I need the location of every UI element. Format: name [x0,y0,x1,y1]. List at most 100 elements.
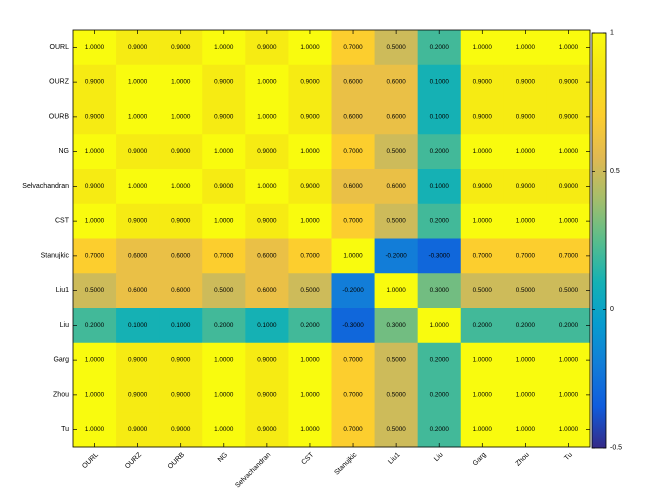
heatmap-cell [288,412,332,448]
heatmap-cell [288,342,332,378]
colorbar-gradient [591,32,607,449]
heatmap-cell [202,412,246,448]
cell-value-label: 0.5000 [386,357,406,364]
cell-value-label: 0.7000 [343,148,363,155]
cell-value-label: 0.9000 [85,113,105,120]
cell-value-label: 1.0000 [343,252,363,259]
heatmap-cell [202,377,246,413]
cell-value-label: 0.5000 [386,426,406,433]
x-tick-label: OURZ [124,451,143,470]
cell-value-label: 0.6000 [171,252,191,259]
cell-value-label: 0.2000 [473,322,493,329]
heatmap-cell [331,99,375,135]
heatmap-cell [245,169,289,205]
heatmap-cell [116,169,160,205]
heatmap-cell [460,203,505,239]
cell-value-label: 1.0000 [171,79,191,86]
heatmap-cell [116,203,160,239]
heatmap-cell [116,99,160,135]
cell-value-label: 1.0000 [171,113,191,120]
cell-value-label: 1.0000 [516,391,536,398]
x-tick-label: OURL [81,451,100,470]
plot-frame [72,29,591,448]
heatmap-cell [331,30,375,66]
cell-value-label: 0.1000 [430,113,450,120]
cell-value-label: 1.0000 [300,426,320,433]
heatmap-cell [331,308,375,344]
heatmap-cell [417,308,462,344]
cell-value-label: 0.6000 [386,183,406,190]
cell-value-label: 1.0000 [300,391,320,398]
cell-value-label: 1.0000 [85,391,105,398]
heatmap-cell [374,412,419,448]
cell-value-label: -0.2000 [385,252,407,259]
cell-value-label: 0.9000 [257,391,277,398]
y-axis-ticks: OURL OURZ OURB NG Selvachandran CST Stanujkic L… [22,44,590,433]
x-tick-label: Liu1 [387,451,401,465]
cell-value-label: 0.7000 [343,357,363,364]
cell-value-label: 1.0000 [300,218,320,225]
heatmap-cell [546,99,591,135]
cell-value-label: 0.6000 [171,287,191,294]
heatmap-cell [374,30,419,66]
x-tick-label: NG [217,451,229,463]
cell-value-label: 1.0000 [516,44,536,51]
heatmap-cell [202,273,246,309]
cell-value-label: 1.0000 [128,79,148,86]
heatmap-cell [460,238,505,274]
cell-value-label: 0.9000 [257,148,277,155]
heatmap-cell [460,30,505,66]
heatmap-cell [159,30,203,66]
heatmap-cell [245,342,289,378]
heatmap-cell [460,99,505,135]
heatmap-cell [374,238,419,274]
heatmap-cell [331,238,375,274]
heatmap-cell [503,377,548,413]
cell-value-label: 0.6000 [128,252,148,259]
cell-value-label: 0.9000 [128,426,148,433]
cell-value-label: 1.0000 [214,218,234,225]
cell-value-label: 0.9000 [171,391,191,398]
x-tick-label: Liu [433,451,445,463]
x-tick-label: CST [301,451,316,466]
cell-value-label: 0.9000 [128,44,148,51]
heatmap-cell [374,64,419,100]
heatmap-cell [417,30,462,66]
heatmap-cell [245,412,289,448]
cell-value-label: 1.0000 [559,357,579,364]
y-tick-label: OURL [50,44,70,51]
heatmap-cell [116,308,160,344]
y-tick-label: Selvachandran [22,183,69,190]
heatmap-cell [417,64,462,100]
cell-value-label: 0.7000 [473,252,493,259]
heatmap-cell [503,238,548,274]
heatmap-cell [116,134,160,170]
cell-value-label: 0.7000 [214,252,234,259]
heatmap-cell [503,134,548,170]
cell-value-label: 0.7000 [85,252,105,259]
cell-value-label: 0.9000 [257,44,277,51]
cell-value-label: 0.7000 [559,252,579,259]
heatmap-cell [245,377,289,413]
heatmap-cell [546,412,591,448]
heatmap-cell [546,134,591,170]
heatmap-cell [202,64,246,100]
cell-value-label: 1.0000 [473,391,493,398]
heatmap-cell [202,238,246,274]
y-tick-label: Zhou [53,391,69,398]
heatmap-cell [288,238,332,274]
cell-value-label: 0.2000 [559,322,579,329]
y-tick-label: NG [59,148,70,155]
heatmap-cell [503,64,548,100]
cell-value-label: 0.5000 [85,287,105,294]
heatmap-cell [73,308,117,344]
cell-value-label: 0.9000 [171,148,191,155]
heatmap-cell [73,30,117,66]
cell-value-label: 1.0000 [559,426,579,433]
heatmap-cell [73,99,117,135]
cell-value-label: 0.9000 [300,183,320,190]
heatmap-cell [374,342,419,378]
cell-value-label: 1.0000 [473,426,493,433]
y-tick-label: Liu [60,322,69,329]
